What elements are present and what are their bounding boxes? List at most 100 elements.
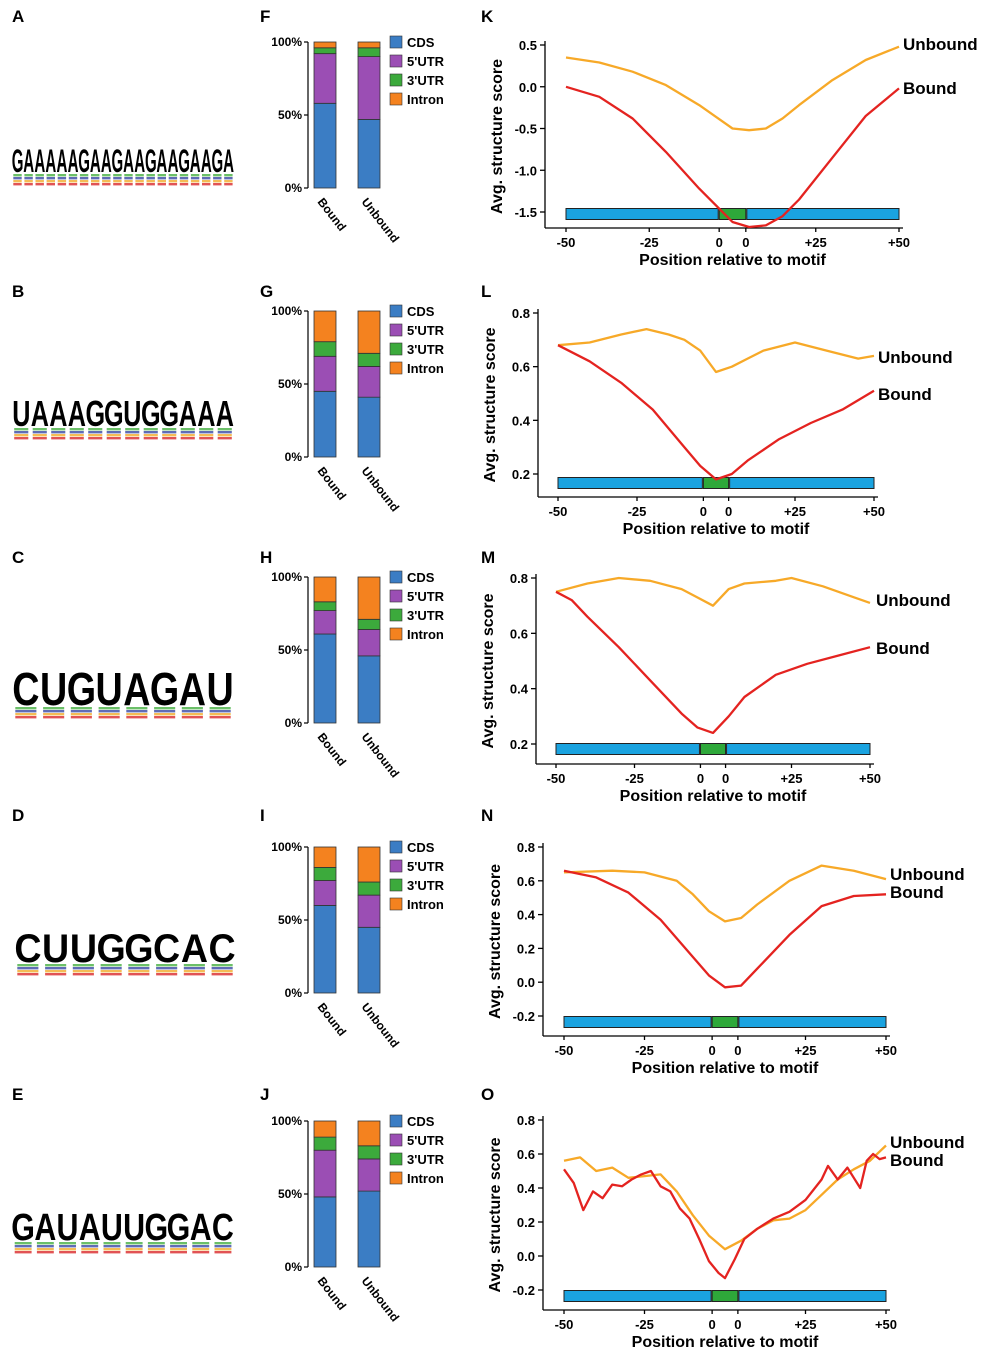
logo-minor-residue [79,183,89,186]
structure-chart-N: 0.8 0.6 0.4 0.2 0.0 -0.2 Avg. structure score -… [487,840,965,1077]
logo-letter: C [14,927,41,971]
bar-segment [313,633,337,724]
x-tick-label: Bound [315,1000,349,1039]
x-tick-label: +50 [875,1043,897,1058]
panel-label-I: I [260,806,265,825]
logo-minor-residue [14,428,29,431]
legend-label: 5'UTR [407,859,445,874]
composition-chart-I: 0% 50% 100% Bound Unbound CDS 5'UTR 3'UTR Intron [271,840,444,1050]
legend-swatch [389,878,403,892]
series-label-bound: Bound [890,1151,944,1170]
logo-minor-residue [125,1242,143,1245]
y-tick-label: 0% [285,450,303,464]
motif-bar-motif [699,743,727,755]
logo-minor-residue [211,964,233,967]
composition-chart-G: 0% 50% 100% Bound Unbound CDS 5'UTR 3'UTR Intron [271,304,444,514]
logo-minor-residue [14,1248,32,1251]
logo-minor-residue [154,707,176,710]
logo-minor-residue [102,177,111,180]
y-axis-title: Avg. structure score [489,59,506,214]
logo-letter: G [124,927,153,971]
logo-minor-residue [213,177,222,180]
bar-segment [357,352,381,367]
logo-letter: A [123,144,134,180]
logo-minor-residue [211,967,233,970]
bar-segment [313,880,337,906]
logo-minor-residue [68,183,78,186]
logo-minor-residue [156,964,178,967]
logo-minor-residue [36,1245,54,1248]
bar-segment [313,1120,337,1138]
y-tick-label: 0% [285,181,303,195]
bar-segment [357,1145,381,1160]
x-tick-label: 0 [742,235,749,250]
bar-segment [357,310,381,354]
logo-minor-residue [113,174,122,177]
logo-minor-residue [81,1248,99,1251]
logo-minor-residue [35,174,44,177]
y-tick-label: 50% [278,913,302,927]
logo-minor-residue [102,174,111,177]
logo-letter: A [90,144,101,180]
legend-label: Intron [407,1171,444,1186]
logo-minor-residue [135,174,144,177]
logo-minor-residue [168,183,178,186]
y-tick-label: 0.0 [517,975,535,990]
legend-label: 3'UTR [407,73,445,88]
logo-minor-residue [126,710,148,713]
logo-minor-residue [46,180,55,183]
x-tick-label: Unbound [359,195,402,245]
logo-letter: A [101,144,112,180]
y-tick-label: 100% [271,840,302,854]
logo-minor-residue [98,710,120,713]
composition-chart-F: 0% 50% 100% Bound Unbound CDS 5'UTR 3'UTR Intron [271,35,444,245]
logo-minor-residue [162,431,177,434]
y-axis-title: Avg. structure score [482,327,499,482]
y-axis-title: Avg. structure score [487,864,504,1019]
legend-label: 5'UTR [407,54,445,69]
x-tick-label: +25 [784,504,806,519]
logo-minor-residue [170,1242,187,1245]
x-tick-label: -50 [557,235,576,250]
panel-label-E: E [12,1085,23,1104]
x-tick-label: +25 [780,771,802,786]
logo-minor-residue [202,177,211,180]
legend-swatch [389,1114,403,1128]
logo-minor-residue [125,434,140,437]
legend-swatch [389,897,403,911]
logo-minor-residue [183,964,205,967]
logo-minor-residue [143,431,158,434]
legend-swatch [389,323,403,337]
legend-swatch [389,589,403,603]
logo-minor-residue [192,1245,210,1248]
x-tick-label: 0 [716,235,723,250]
x-tick-label: 0 [734,1043,741,1058]
logo-minor-residue [170,1251,187,1254]
logo-letter: U [42,927,69,971]
logo-minor-residue [199,431,214,434]
logo-minor-residue [91,174,100,177]
logo-minor-residue [217,437,232,440]
logo-minor-residue [35,177,44,180]
y-axis-title: Avg. structure score [480,593,497,748]
logo-minor-residue [168,177,178,180]
logo-minor-residue [13,183,22,186]
panel-label-D: D [12,806,24,825]
logo-minor-residue [170,1245,187,1248]
logo-letter: A [181,927,208,971]
legend-label: 5'UTR [407,589,445,604]
legend-label: 3'UTR [407,608,445,623]
y-tick-label: 0% [285,1260,303,1274]
logo-minor-residue [106,431,121,434]
bar-segment [313,41,337,49]
y-tick-label: 100% [271,1114,302,1128]
bar-segment [313,310,337,343]
series-line-bound [565,85,900,229]
logo-minor-residue [213,174,222,177]
x-tick-label: -50 [547,771,566,786]
legend-swatch [389,1152,403,1166]
bar-segment [357,119,381,189]
logo-minor-residue [162,437,177,440]
logo-minor-residue [146,183,155,186]
logo-minor-residue [102,180,111,183]
